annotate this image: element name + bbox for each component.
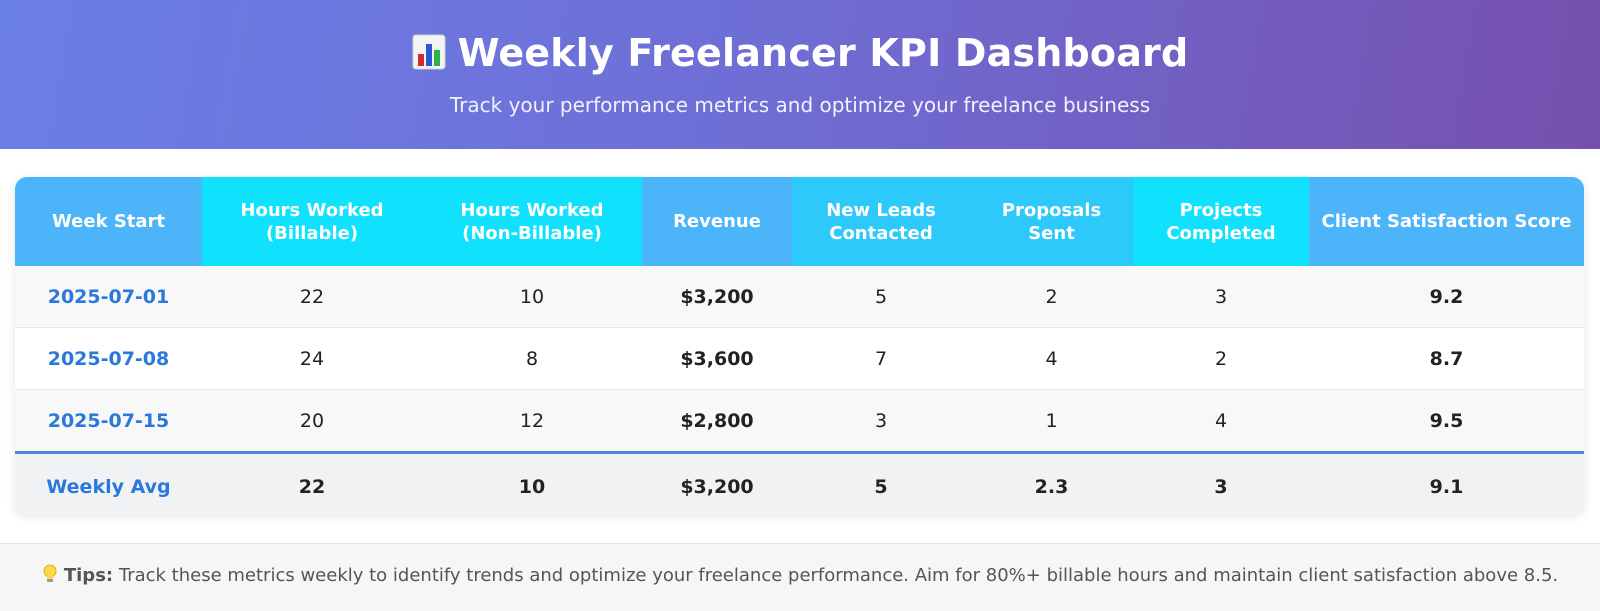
avg-hours-billable: 22: [202, 451, 422, 515]
page-title: Weekly Freelancer KPI Dashboard: [0, 28, 1600, 82]
summary-row: Weekly Avg 22 10 $3,200 5 2.3 3 9.1: [15, 451, 1584, 515]
avg-new-leads: 5: [792, 451, 970, 515]
tips-text: Tips: Track these metrics weekly to iden…: [0, 564, 1600, 589]
page-title-text: Weekly Freelancer KPI Dashboard: [457, 31, 1189, 75]
dashboard-header: Weekly Freelancer KPI Dashboard Track yo…: [0, 0, 1600, 149]
kpi-table-card: Week Start Hours Worked (Billable) Hours…: [15, 177, 1584, 515]
satisfaction-score-cell: 8.7: [1309, 327, 1584, 390]
column-header-revenue[interactable]: Revenue: [642, 177, 792, 266]
column-header-hours-non-billable[interactable]: Hours Worked (Non-Billable): [422, 177, 642, 266]
revenue-cell: $3,600: [642, 327, 792, 390]
hours-non-billable-cell: 12: [422, 389, 642, 453]
column-header-week-start[interactable]: Week Start: [15, 177, 202, 266]
new-leads-cell: 7: [792, 327, 970, 390]
column-header-proposals-sent[interactable]: Proposals Sent: [970, 177, 1133, 266]
proposals-sent-cell: 4: [970, 327, 1133, 390]
tips-footer: Tips: Track these metrics weekly to iden…: [0, 543, 1600, 611]
tips-label: Tips:: [63, 565, 114, 586]
new-leads-cell: 3: [792, 389, 970, 453]
kpi-table: Week Start Hours Worked (Billable) Hours…: [15, 177, 1584, 515]
column-header-new-leads[interactable]: New Leads Contacted: [792, 177, 970, 266]
satisfaction-score-cell: 9.2: [1309, 266, 1584, 328]
column-header-client-satisfaction[interactable]: Client Satisfaction Score: [1309, 177, 1584, 266]
avg-projects-completed: 3: [1133, 451, 1309, 515]
proposals-sent-cell: 1: [970, 389, 1133, 453]
revenue-cell: $3,200: [642, 266, 792, 328]
table-row: 2025-07-15 20 12 $2,800 3 1 4 9.5: [15, 389, 1584, 453]
tips-body: Track these metrics weekly to identify t…: [118, 565, 1559, 586]
satisfaction-score-cell: 9.5: [1309, 389, 1584, 453]
summary-label: Weekly Avg: [15, 451, 202, 515]
table-header-row: Week Start Hours Worked (Billable) Hours…: [15, 177, 1584, 266]
table-row: 2025-07-08 24 8 $3,600 7 4 2 8.7: [15, 327, 1584, 390]
week-start-cell[interactable]: 2025-07-15: [15, 389, 202, 453]
page-subtitle: Track your performance metrics and optim…: [449, 93, 1151, 117]
hours-billable-cell: 20: [202, 389, 422, 453]
column-header-projects-completed[interactable]: Projects Completed: [1133, 177, 1309, 266]
hours-non-billable-cell: 8: [422, 327, 642, 390]
avg-hours-non-billable: 10: [422, 451, 642, 515]
table-row: 2025-07-01 22 10 $3,200 5 2 3 9.2: [15, 266, 1584, 328]
proposals-sent-cell: 2: [970, 266, 1133, 328]
projects-completed-cell: 4: [1133, 389, 1309, 453]
projects-completed-cell: 2: [1133, 327, 1309, 390]
hours-billable-cell: 22: [202, 266, 422, 328]
hours-non-billable-cell: 10: [422, 266, 642, 328]
revenue-cell: $2,800: [642, 389, 792, 453]
week-start-cell[interactable]: 2025-07-08: [15, 327, 202, 390]
avg-revenue: $3,200: [642, 451, 792, 515]
lightbulb-icon: [42, 564, 58, 589]
avg-proposals-sent: 2.3: [970, 451, 1133, 515]
new-leads-cell: 5: [792, 266, 970, 328]
hours-billable-cell: 24: [202, 327, 422, 390]
column-header-hours-billable[interactable]: Hours Worked (Billable): [202, 177, 422, 266]
avg-satisfaction-score: 9.1: [1309, 451, 1584, 515]
week-start-cell[interactable]: 2025-07-01: [15, 266, 202, 328]
bar-chart-icon: [412, 32, 446, 82]
projects-completed-cell: 3: [1133, 266, 1309, 328]
